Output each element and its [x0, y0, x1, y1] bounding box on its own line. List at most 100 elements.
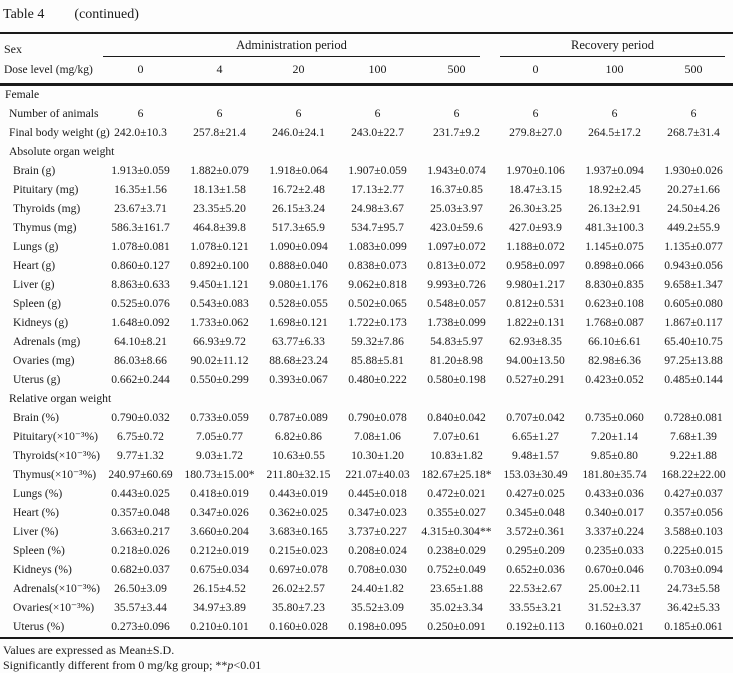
dose-col-header: 20: [259, 57, 338, 86]
cell-value: 9.77±1.32: [117, 449, 164, 462]
cell-value: 0.550±0.299: [190, 373, 249, 386]
cell-value: 1.930±0.026: [664, 164, 723, 177]
cell-value: 0.812±0.531: [506, 297, 565, 310]
cell-value: 182.67±25.18*: [421, 468, 492, 481]
cell-value: 0.543±0.083: [190, 297, 249, 310]
cell-value: 1.867±0.117: [664, 316, 723, 329]
cell-value: 246.0±24.1: [272, 126, 325, 139]
cell-value: 26.15±3.24: [272, 202, 325, 215]
cell-value: 1.188±0.072: [506, 240, 565, 253]
cell-value: 0.185±0.061: [664, 620, 723, 633]
cell-value: 20.27±1.66: [667, 183, 720, 196]
cell-value: 24.50±4.26: [667, 202, 720, 215]
cell-value: 88.68±23.24: [269, 354, 328, 367]
cell-value: 9.080±1.176: [269, 278, 328, 291]
table-row: Pituitary(×10⁻³%) 6.75±0.72 7.05±0.77 6.82±…: [0, 428, 733, 447]
cell-value: 0.752±0.049: [427, 563, 486, 576]
table-row: Thymus(×10⁻³%) 240.97±60.69 180.73±15.00* 2…: [0, 466, 733, 485]
table-row: Brain (%) 0.790±0.032 0.733±0.059 0.787±0.0…: [0, 409, 733, 428]
row-label: Lungs (g): [13, 240, 59, 253]
dose-col-header: 0: [496, 57, 575, 86]
cell-value: 7.68±1.39: [670, 430, 717, 443]
cell-value: 0.443±0.025: [111, 487, 170, 500]
cell-value: 9.658±1.347: [664, 278, 723, 291]
table-row: Brain (g) 1.913±0.059 1.882±0.079 1.918±0.0…: [0, 162, 733, 181]
cell-value: 9.062±0.818: [348, 278, 407, 291]
cell-value: 0.707±0.042: [506, 411, 565, 424]
cell-value: 3.588±0.103: [664, 525, 723, 538]
cell-value: 0.357±0.048: [111, 506, 170, 519]
cell-value: 1.768±0.087: [585, 316, 644, 329]
cell-value: 16.72±2.48: [272, 183, 325, 196]
section-label: Relative organ weight: [9, 392, 112, 405]
cell-value: 25.03±3.97: [430, 202, 483, 215]
table-row: Liver (%) 3.663±0.217 3.660±0.204 3.683±0.1…: [0, 523, 733, 542]
cell-value: 0.198±0.095: [348, 620, 407, 633]
cell-value: 0.485±0.144: [664, 373, 723, 386]
cell-value: 9.48±1.57: [512, 449, 559, 462]
row-label: Pituitary (mg): [13, 183, 79, 196]
cell-value: 35.80±7.23: [272, 601, 325, 614]
table-row: Thyroids (mg) 23.67±3.71 23.35±5.20 26.15±3…: [0, 200, 733, 219]
cell-value: 65.40±10.75: [664, 335, 723, 348]
cell-value: 1.097±0.072: [427, 240, 486, 253]
dose-col-header: 500: [417, 57, 496, 86]
cell-value: 6: [690, 107, 697, 120]
cell-value: 22.53±2.67: [509, 582, 562, 595]
cell-value: 0.433±0.036: [585, 487, 644, 500]
table-continued-label: (continued): [74, 7, 139, 22]
row-label: Thyroids(×10⁻³%): [13, 449, 100, 462]
cell-value: 1.943±0.074: [427, 164, 486, 177]
cell-value: 6: [532, 107, 539, 120]
cell-value: 0.840±0.042: [427, 411, 486, 424]
row-label: Heart (g): [13, 259, 56, 272]
cell-value: 180.73±15.00*: [184, 468, 255, 481]
cell-value: 0.427±0.037: [664, 487, 723, 500]
cell-value: 31.52±3.37: [588, 601, 641, 614]
dose-col-header: 4: [180, 57, 259, 86]
cell-value: 3.572±0.361: [506, 525, 565, 538]
cell-value: 1.078±0.081: [111, 240, 170, 253]
row-label: Lungs (%): [13, 487, 63, 500]
cell-value: 8.863±0.633: [111, 278, 170, 291]
cell-value: 24.40±1.82: [351, 582, 404, 595]
cell-value: 279.8±27.0: [509, 126, 562, 139]
cell-value: 8.830±0.835: [585, 278, 644, 291]
cell-value: 7.20±1.14: [591, 430, 638, 443]
table-row: Final body weight (g) 242.0±10.3 257.8±21.…: [0, 124, 733, 143]
cell-value: 0.480±0.222: [348, 373, 407, 386]
cell-value: 0.418±0.019: [190, 487, 249, 500]
cell-value: 59.32±7.86: [351, 335, 404, 348]
cell-value: 0.943±0.056: [664, 259, 723, 272]
cell-value: 0.528±0.055: [269, 297, 328, 310]
cell-value: 0.295±0.209: [506, 544, 565, 557]
cell-value: 0.502±0.065: [348, 297, 407, 310]
table-row: Adrenals (mg) 64.10±8.21 66.93±9.72 63.77±6…: [0, 333, 733, 352]
cell-value: 33.55±3.21: [509, 601, 562, 614]
table-row: Lungs (g) 1.078±0.081 1.078±0.121 1.090±0.0…: [0, 238, 733, 257]
table-row: Thyroids(×10⁻³%) 9.77±1.32 9.03±1.72 10.63±…: [0, 447, 733, 466]
cell-value: 1.648±0.092: [111, 316, 170, 329]
cell-value: 24.73±5.58: [667, 582, 720, 595]
cell-value: 26.15±4.52: [193, 582, 246, 595]
row-label: Uterus (%): [13, 620, 65, 633]
dose-col-header: 0: [101, 57, 180, 86]
cell-value: 10.83±1.82: [430, 449, 483, 462]
row-label: Pituitary(×10⁻³%): [13, 430, 99, 443]
cell-value: 0.958±0.097: [506, 259, 565, 272]
cell-value: 534.7±95.7: [351, 221, 404, 234]
cell-value: 6: [611, 107, 618, 120]
cell-value: 85.88±5.81: [351, 354, 404, 367]
cell-value: 23.35±5.20: [193, 202, 246, 215]
cell-value: 0.472±0.021: [427, 487, 486, 500]
cell-value: 0.790±0.078: [348, 411, 407, 424]
cell-value: 18.47±3.15: [509, 183, 562, 196]
cell-value: 449.2±55.9: [667, 221, 720, 234]
cell-value: 25.00±2.11: [588, 582, 641, 595]
cell-value: 0.670±0.046: [585, 563, 644, 576]
table-row: Ovaries(×10⁻³%) 35.57±3.44 34.97±3.89 35.80…: [0, 599, 733, 618]
table-header: Sex Administration period Recovery perio…: [0, 33, 733, 86]
row-label: Final body weight (g): [9, 126, 110, 139]
cell-value: 0.235±0.033: [585, 544, 644, 557]
